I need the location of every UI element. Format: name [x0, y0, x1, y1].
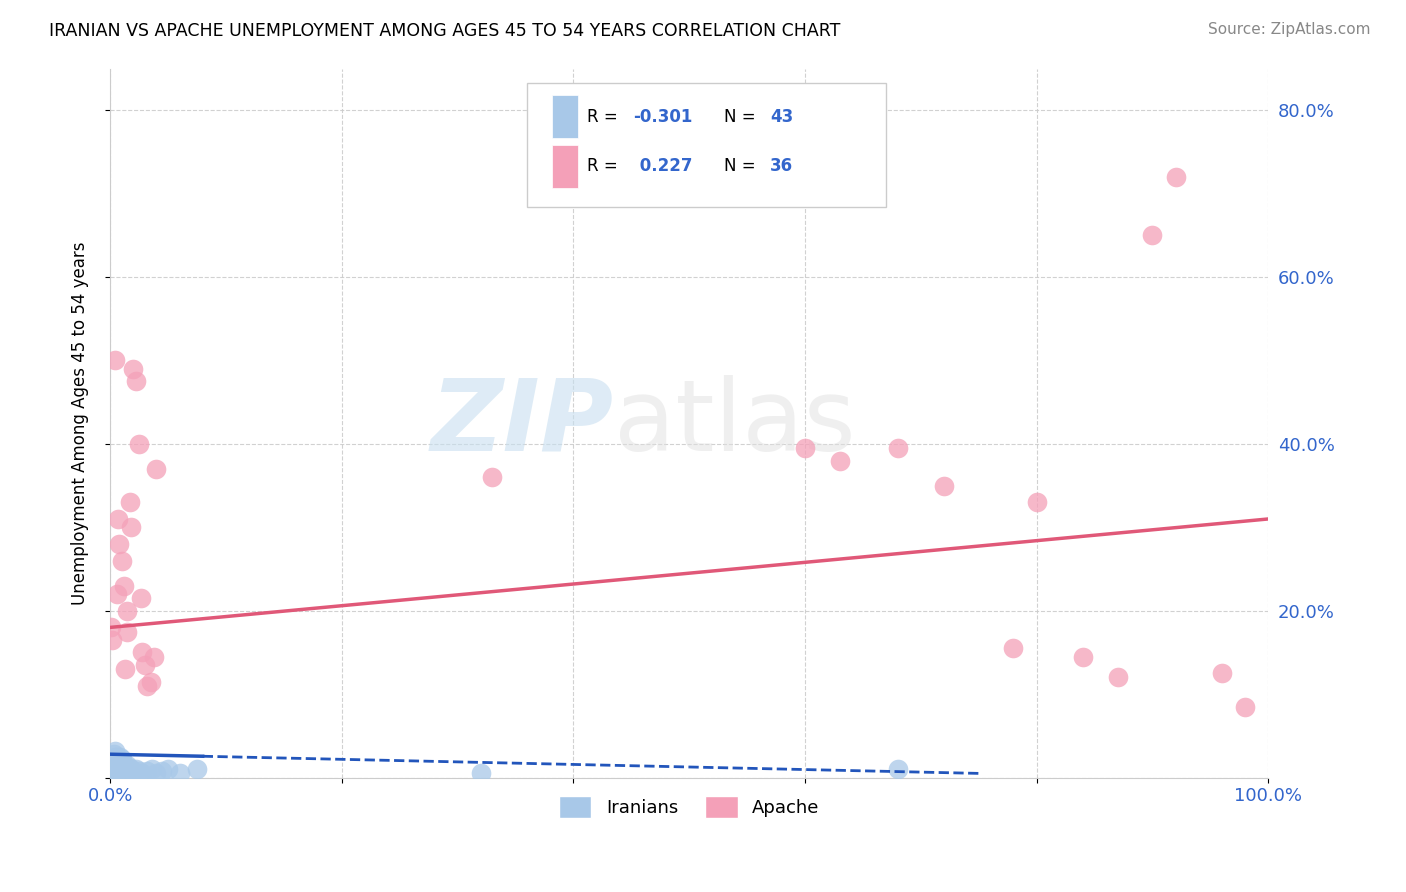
Point	[108, 756, 131, 770]
Point	[101, 752, 124, 766]
Point	[124, 375, 146, 389]
Point	[118, 760, 141, 774]
Point	[104, 353, 127, 368]
Point	[103, 760, 125, 774]
Point	[103, 747, 125, 762]
Point	[112, 758, 135, 772]
Point	[104, 744, 127, 758]
Point	[114, 662, 136, 676]
Point	[932, 478, 955, 492]
Point	[1025, 495, 1047, 509]
Y-axis label: Unemployment Among Ages 45 to 54 years: Unemployment Among Ages 45 to 54 years	[72, 242, 89, 605]
Point	[110, 749, 132, 764]
Point	[1211, 666, 1233, 681]
Point	[169, 766, 191, 780]
Point	[136, 764, 159, 778]
Point	[143, 649, 166, 664]
Text: R =: R =	[588, 157, 623, 176]
Text: N =: N =	[724, 108, 761, 126]
Point	[100, 620, 122, 634]
Point	[122, 361, 145, 376]
Point	[112, 579, 135, 593]
Point	[108, 762, 131, 776]
Text: ZIP: ZIP	[430, 375, 614, 472]
Text: 43: 43	[770, 108, 793, 126]
Text: N =: N =	[724, 157, 761, 176]
Point	[103, 754, 125, 768]
Point	[131, 591, 153, 606]
Point	[156, 762, 179, 776]
Point	[108, 537, 131, 551]
Point	[111, 752, 134, 766]
Point	[1107, 670, 1129, 684]
Point	[145, 766, 167, 780]
Point	[104, 749, 127, 764]
Point	[117, 604, 139, 618]
FancyBboxPatch shape	[553, 95, 578, 138]
Point	[117, 758, 139, 772]
Point	[128, 437, 150, 451]
Text: Source: ZipAtlas.com: Source: ZipAtlas.com	[1208, 22, 1371, 37]
Text: IRANIAN VS APACHE UNEMPLOYMENT AMONG AGES 45 TO 54 YEARS CORRELATION CHART: IRANIAN VS APACHE UNEMPLOYMENT AMONG AGE…	[49, 22, 841, 40]
Point	[136, 679, 159, 693]
Point	[1071, 649, 1094, 664]
Point	[145, 462, 167, 476]
Text: 36: 36	[770, 157, 793, 176]
Point	[111, 760, 134, 774]
Point	[186, 762, 208, 776]
Legend: Iranians, Apache: Iranians, Apache	[551, 789, 827, 825]
Point	[120, 762, 142, 776]
Point	[131, 765, 153, 780]
Point	[101, 764, 124, 778]
Point	[104, 754, 127, 768]
Point	[107, 760, 129, 774]
Point	[118, 495, 141, 509]
Point	[100, 756, 122, 770]
Point	[120, 520, 142, 534]
Point	[111, 554, 134, 568]
Point	[1233, 699, 1256, 714]
Point	[115, 760, 138, 774]
FancyBboxPatch shape	[553, 145, 578, 187]
Point	[100, 762, 122, 776]
Point	[110, 758, 132, 772]
Point	[481, 470, 503, 484]
Point	[104, 762, 127, 776]
Point	[886, 762, 908, 776]
Point	[111, 762, 134, 776]
Point	[105, 749, 128, 764]
Point	[131, 645, 153, 659]
Point	[1164, 169, 1187, 184]
Text: 0.227: 0.227	[634, 157, 692, 176]
Point	[141, 762, 163, 776]
Point	[107, 752, 129, 766]
Point	[1142, 228, 1164, 243]
Point	[139, 674, 162, 689]
Point	[793, 441, 815, 455]
Point	[105, 587, 128, 601]
Text: atlas: atlas	[614, 375, 855, 472]
Point	[104, 758, 127, 772]
FancyBboxPatch shape	[527, 83, 886, 207]
Text: R =: R =	[588, 108, 623, 126]
Point	[101, 632, 124, 647]
Point	[107, 512, 129, 526]
Point	[114, 762, 136, 776]
Point	[134, 657, 156, 672]
Point	[128, 764, 150, 778]
Point	[117, 624, 139, 639]
Point	[124, 762, 146, 776]
Point	[105, 758, 128, 772]
Point	[122, 764, 145, 778]
Text: -0.301: -0.301	[634, 108, 693, 126]
Point	[470, 766, 492, 780]
Point	[117, 762, 139, 776]
Point	[150, 764, 173, 778]
Point	[828, 453, 851, 467]
Point	[1002, 641, 1025, 656]
Point	[886, 441, 908, 455]
